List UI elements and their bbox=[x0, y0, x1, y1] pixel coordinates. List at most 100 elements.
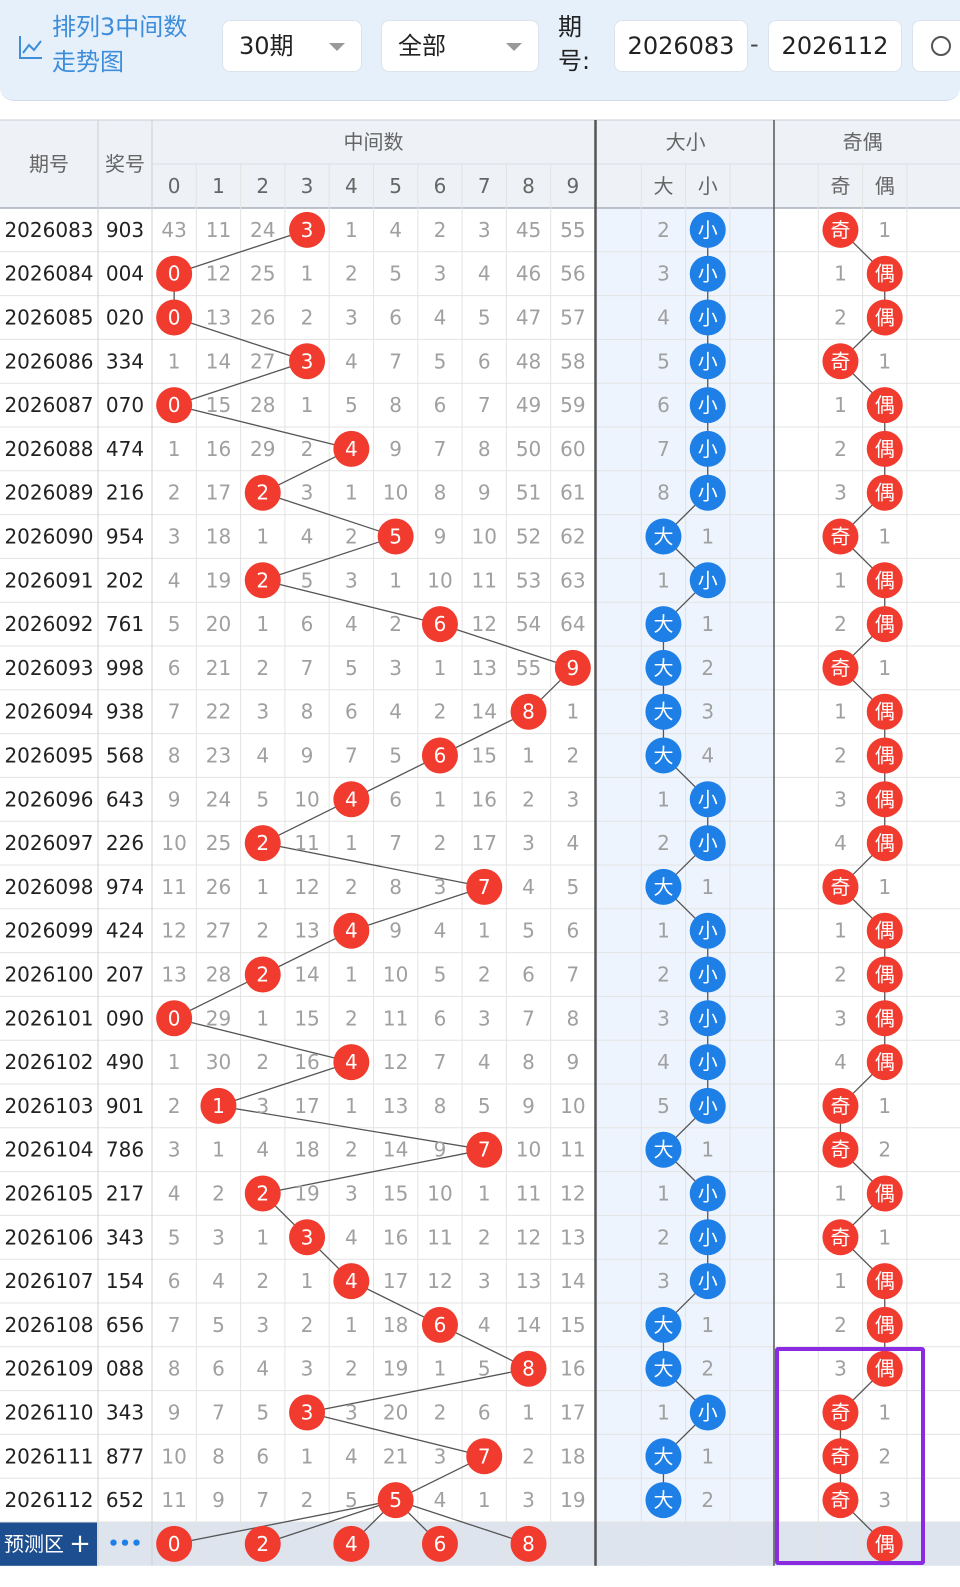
omission-count: 7 bbox=[212, 1401, 225, 1425]
omission-count: 6 bbox=[256, 1444, 269, 1468]
middle-digit-hit: 5 bbox=[389, 1488, 402, 1512]
omission-count: 1 bbox=[878, 349, 891, 373]
omission-count: 17 bbox=[560, 1401, 585, 1425]
filter-select[interactable]: 全部 bbox=[381, 20, 539, 72]
forecast-trend-line bbox=[262, 1499, 396, 1545]
omission-count: 6 bbox=[212, 1357, 225, 1381]
parity-hit-ball bbox=[866, 562, 903, 599]
size-hit-ball bbox=[645, 868, 682, 905]
size-hit-ball bbox=[689, 781, 726, 818]
size-hit: 大 bbox=[653, 1313, 673, 1337]
middle-digit-hit: 8 bbox=[522, 700, 535, 724]
omission-count: 20 bbox=[206, 612, 231, 636]
omission-count: 2 bbox=[301, 306, 314, 330]
number-cell: 020 bbox=[106, 306, 144, 330]
omission-count: 9 bbox=[434, 1138, 447, 1162]
forecast-label[interactable]: 预测区 bbox=[4, 1532, 64, 1556]
parity-hit-ball bbox=[866, 1175, 903, 1212]
odd-header: 奇 bbox=[830, 174, 850, 198]
omission-count: 3 bbox=[657, 1006, 670, 1030]
digit-header: 8 bbox=[522, 174, 535, 198]
omission-count: 3 bbox=[434, 262, 447, 286]
omission-count: 4 bbox=[657, 306, 670, 330]
omission-count: 5 bbox=[434, 349, 447, 373]
period-count-select[interactable]: 30期 bbox=[222, 20, 362, 72]
digit-header: 0 bbox=[168, 174, 181, 198]
omission-count: 6 bbox=[522, 963, 535, 987]
size-hit-ball bbox=[689, 1000, 726, 1037]
middle-digit-hit-ball bbox=[156, 255, 193, 292]
omission-count: 1 bbox=[701, 525, 714, 549]
omission-count: 7 bbox=[168, 1313, 181, 1337]
omission-count: 7 bbox=[657, 437, 670, 461]
size-hit-ball bbox=[645, 693, 682, 730]
number-cell: 974 bbox=[106, 875, 144, 899]
omission-count: 2 bbox=[878, 1444, 891, 1468]
size-hit-ball bbox=[645, 1131, 682, 1168]
omission-count: 3 bbox=[478, 1006, 491, 1030]
omission-count: 9 bbox=[566, 1050, 579, 1074]
number-cell: 216 bbox=[106, 481, 144, 505]
middle-trend-line bbox=[218, 1061, 352, 1107]
omission-count: 13 bbox=[560, 1225, 585, 1249]
middle-digit-hit-ball bbox=[421, 606, 458, 643]
middle-digit-hit-ball bbox=[333, 912, 370, 949]
middle-digit-hit-ball bbox=[244, 825, 281, 862]
omission-count: 12 bbox=[516, 1225, 541, 1249]
forecast-digit: 8 bbox=[522, 1532, 535, 1556]
middle-digit-hit: 2 bbox=[256, 963, 269, 987]
parity-hit: 偶 bbox=[875, 568, 895, 592]
omission-count: 2 bbox=[701, 656, 714, 680]
size-hit: 大 bbox=[653, 875, 673, 899]
number-cell: 786 bbox=[106, 1138, 144, 1162]
parity-hit-ball bbox=[866, 430, 903, 467]
issue-cell: 2026098 bbox=[4, 875, 93, 899]
middle-digit-hit: 4 bbox=[345, 919, 358, 943]
end-issue-input[interactable]: 2026112 bbox=[768, 20, 902, 72]
page-title[interactable]: 排列3中间数走势图 bbox=[52, 13, 188, 76]
omission-count: 15 bbox=[472, 744, 497, 768]
middle-trend-line bbox=[173, 229, 308, 275]
parity-hit-ball bbox=[866, 693, 903, 730]
omission-count: 17 bbox=[294, 1094, 319, 1118]
omission-count: 63 bbox=[560, 568, 585, 592]
parity-hit-ball bbox=[822, 868, 859, 905]
more-options-button[interactable]: ••• bbox=[108, 1533, 143, 1554]
omission-count: 2 bbox=[345, 1357, 358, 1381]
size-hit: 小 bbox=[698, 1182, 718, 1206]
omission-count: 5 bbox=[168, 612, 181, 636]
omission-count: 1 bbox=[834, 919, 847, 943]
number-cell: 903 bbox=[106, 218, 144, 242]
parity-hit-ball bbox=[866, 737, 903, 774]
omission-count: 2 bbox=[657, 218, 670, 242]
omission-count: 3 bbox=[212, 1225, 225, 1249]
omission-count: 8 bbox=[566, 1006, 579, 1030]
omission-count: 7 bbox=[345, 744, 358, 768]
omission-count: 7 bbox=[434, 437, 447, 461]
omission-count: 8 bbox=[389, 393, 402, 417]
issue-cell: 2026106 bbox=[4, 1225, 93, 1249]
size-hit-ball bbox=[689, 956, 726, 993]
search-button[interactable] bbox=[912, 20, 960, 72]
omission-count: 1 bbox=[345, 963, 358, 987]
size-hit: 大 bbox=[653, 1444, 673, 1468]
middle-trend-line bbox=[262, 492, 396, 538]
omission-count: 28 bbox=[250, 393, 275, 417]
omission-count: 1 bbox=[878, 1401, 891, 1425]
middle-digit-hit: 7 bbox=[478, 1138, 491, 1162]
size-hit-ball bbox=[689, 1394, 726, 1431]
size-hit: 小 bbox=[698, 437, 718, 461]
omission-count: 5 bbox=[256, 787, 269, 811]
start-issue-input[interactable]: 2026083 bbox=[614, 20, 748, 72]
omission-count: 1 bbox=[345, 1094, 358, 1118]
forecast-add-button[interactable]: + bbox=[69, 1529, 91, 1559]
range-dash: - bbox=[750, 30, 759, 58]
omission-count: 10 bbox=[427, 568, 452, 592]
omission-count: 60 bbox=[560, 437, 585, 461]
issue-cell: 2026102 bbox=[4, 1050, 93, 1074]
omission-count: 11 bbox=[294, 831, 319, 855]
omission-count: 5 bbox=[168, 1225, 181, 1249]
omission-count: 4 bbox=[434, 306, 447, 330]
middle-digit-hit: 3 bbox=[301, 349, 314, 373]
omission-count: 9 bbox=[212, 1488, 225, 1512]
